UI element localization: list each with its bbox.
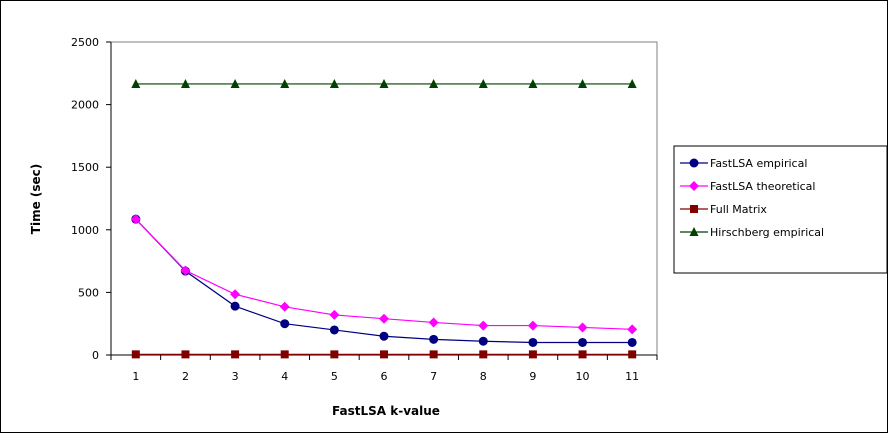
data-point	[429, 334, 439, 344]
y-tick-label: 0	[92, 349, 99, 362]
series-layer	[130, 78, 638, 359]
data-point	[528, 350, 537, 359]
data-point	[131, 350, 140, 359]
series-1	[130, 214, 638, 335]
data-point	[478, 336, 488, 346]
data-point	[380, 350, 388, 359]
data-point	[428, 317, 439, 328]
y-tick-labels: 0 500 1000 1500 2000 2500	[71, 36, 99, 362]
data-point	[578, 337, 588, 347]
y-axis-title: Time (sec)	[29, 164, 43, 234]
x-tick-label: 11	[625, 370, 639, 383]
legend-label: Hirschberg empirical	[710, 226, 824, 239]
legend-box	[673, 145, 887, 274]
data-point	[379, 78, 389, 88]
data-point	[131, 78, 141, 88]
data-point	[577, 322, 588, 333]
data-point	[429, 78, 439, 88]
data-point	[528, 337, 538, 347]
x-tick-label: 2	[182, 370, 189, 383]
data-point	[230, 289, 241, 300]
data-point	[429, 350, 438, 359]
x-tick-label: 1	[132, 370, 139, 383]
data-point	[479, 350, 488, 359]
legend-swatch-marker	[689, 158, 699, 168]
data-point	[578, 78, 588, 88]
data-point	[329, 309, 340, 320]
data-point	[280, 350, 289, 359]
series-3	[131, 78, 637, 88]
plot-area	[110, 41, 658, 356]
x-tick-label: 4	[281, 370, 288, 383]
data-point	[329, 78, 339, 88]
legend: FastLSA empirical FastLSA theoretical Full…	[673, 145, 887, 274]
data-point	[627, 324, 638, 335]
data-point	[280, 319, 290, 329]
x-tick-label: 8	[480, 370, 487, 383]
data-point	[527, 320, 538, 331]
data-point	[180, 265, 191, 276]
data-point	[180, 78, 190, 88]
data-point	[329, 325, 339, 335]
data-point	[628, 350, 637, 359]
legend-label: FastLSA theoretical	[710, 180, 815, 193]
x-tick-label: 9	[529, 370, 536, 383]
x-tick-label: 3	[232, 370, 239, 383]
x-tick-label: 6	[381, 370, 388, 383]
legend-swatch-marker	[689, 227, 699, 236]
data-point	[627, 78, 637, 88]
x-tick-label: 7	[430, 370, 437, 383]
y-tick-label: 500	[78, 286, 99, 299]
legend-swatch-marker	[689, 181, 699, 191]
y-tick-label: 1500	[71, 161, 99, 174]
legend-item: Hirschberg empirical	[680, 226, 824, 239]
data-point	[330, 350, 339, 359]
legend-item: FastLSA empirical	[680, 157, 807, 170]
x-axis-title: FastLSA k-value	[332, 404, 440, 418]
x-tick-labels: 1 2 3 4 5 6 7 8 9 10 11	[132, 370, 639, 383]
legend-item: Full Matrix	[680, 203, 767, 216]
data-point	[181, 350, 190, 359]
data-point	[280, 78, 290, 88]
y-tick-label: 1000	[71, 224, 99, 237]
axes	[106, 41, 658, 360]
legend-label: Full Matrix	[710, 203, 767, 216]
data-point	[231, 350, 240, 359]
data-point	[578, 350, 587, 359]
data-point	[379, 313, 389, 324]
data-point	[230, 301, 240, 311]
legend-swatch-marker	[690, 205, 698, 213]
data-point	[478, 78, 488, 88]
data-point	[478, 320, 489, 331]
y-tick-label: 2000	[71, 99, 99, 112]
y-tick-label: 2500	[71, 36, 99, 49]
data-point	[130, 214, 141, 225]
data-point	[230, 78, 240, 88]
data-point	[379, 331, 389, 341]
data-point	[279, 301, 290, 312]
x-tick-label: 10	[576, 370, 590, 383]
x-tick-label: 5	[331, 370, 338, 383]
data-point	[627, 337, 637, 347]
legend-label: FastLSA empirical	[710, 157, 807, 170]
series-2	[131, 350, 637, 359]
data-point	[528, 78, 538, 88]
legend-item: FastLSA theoretical	[680, 180, 815, 193]
